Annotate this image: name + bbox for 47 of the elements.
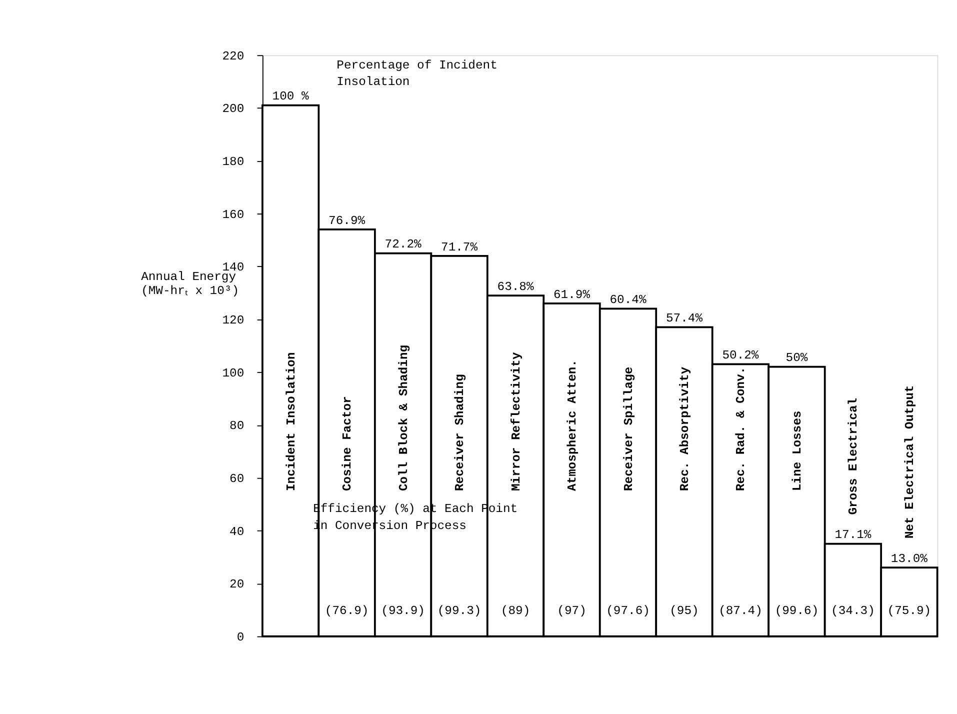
annotation: (76.9): [324, 604, 369, 618]
annotation: (89): [500, 604, 530, 618]
y-tick-label: 220: [222, 49, 244, 64]
x-tick-label: Gross Electrical: [846, 398, 861, 515]
annotation: 61.9%: [553, 288, 591, 302]
x-tick-label: Receiver Shading: [453, 374, 468, 491]
x-tick-label: Net Electrical Output: [902, 385, 917, 539]
x-tick-label: Cosine Factor: [340, 396, 355, 491]
annotation: 50.2%: [722, 348, 760, 363]
annotation: Percentage of Incident Insolation: [336, 58, 498, 90]
x-tick-label: Mirror Reflectivity: [509, 352, 524, 491]
x-tick-label: Receiver Spillage: [622, 366, 636, 491]
y-tick-label: 200: [222, 102, 244, 116]
annotation: 50%: [786, 351, 808, 366]
annotation: 72.2%: [384, 238, 422, 252]
y-tick-label: 20: [230, 578, 244, 592]
x-tick-label: Line Losses: [790, 410, 804, 491]
annotation: (99.6): [774, 604, 819, 618]
y-tick-label: 40: [230, 524, 244, 539]
annotation: (34.3): [831, 604, 875, 618]
annotation: 100 %: [272, 90, 310, 104]
x-tick-label: Incident Insolation: [284, 352, 298, 491]
y-tick-label: 180: [222, 155, 244, 170]
annotation: (87.4): [718, 604, 762, 618]
x-tick-label: Rec. Rad. & Conv.: [734, 366, 748, 491]
annotation: 60.4%: [610, 293, 647, 308]
x-tick-label: Atmospheric Atten.: [566, 360, 580, 491]
annotation: (95): [670, 604, 699, 618]
y-tick-label: 120: [222, 314, 244, 328]
annotation: 71.7%: [441, 240, 478, 254]
y-tick-label: 60: [230, 472, 244, 486]
annotation: (93.9): [381, 604, 425, 618]
y-tick-label: 80: [230, 419, 244, 434]
y-tick-label: 0: [236, 630, 244, 645]
annotation: (97.6): [606, 604, 650, 618]
y-tick-label: 160: [222, 208, 244, 222]
annotation: 13.0%: [890, 552, 928, 566]
annotation: 63.8%: [497, 280, 534, 294]
annotation: 57.4%: [666, 312, 704, 326]
y-tick-label: 100: [222, 366, 244, 380]
annotation: (97): [557, 604, 586, 618]
annotation: (99.3): [437, 604, 482, 618]
annotation: 76.9%: [328, 214, 366, 228]
x-tick-label: Coll Block & Shading: [396, 344, 411, 491]
annotation: (75.9): [887, 604, 932, 618]
x-tick-label: Rec. Absorptivity: [678, 366, 692, 491]
annotation: 17.1%: [834, 528, 872, 542]
